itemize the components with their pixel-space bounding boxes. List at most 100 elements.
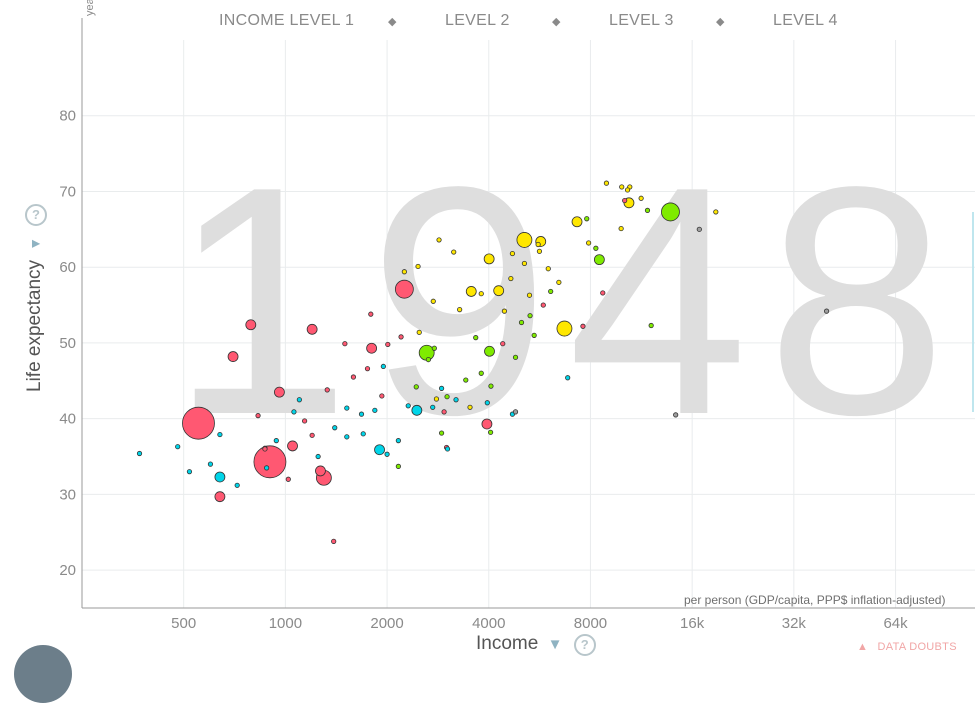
bubble[interactable] — [296, 397, 302, 403]
bubble[interactable] — [444, 446, 451, 452]
question-icon[interactable]: ? — [25, 203, 47, 226]
bubble[interactable] — [600, 290, 606, 296]
bubble[interactable] — [531, 332, 537, 338]
bubble[interactable] — [540, 302, 546, 308]
play-button[interactable] — [14, 645, 72, 703]
bubble[interactable] — [214, 491, 226, 503]
bubble[interactable] — [431, 345, 437, 351]
bubble[interactable] — [253, 445, 287, 479]
bubble[interactable] — [478, 291, 484, 297]
bubble[interactable] — [481, 418, 493, 430]
bubbles[interactable] — [136, 180, 830, 544]
question-icon[interactable]: ? — [573, 634, 596, 656]
bubble[interactable] — [512, 354, 519, 360]
bubble[interactable] — [217, 431, 223, 438]
bubble[interactable] — [584, 216, 590, 222]
bubble[interactable] — [500, 341, 506, 347]
bubble[interactable] — [548, 288, 554, 295]
bubble[interactable] — [603, 180, 610, 186]
bubble[interactable] — [415, 263, 421, 270]
bubble[interactable] — [441, 409, 447, 415]
bubble[interactable] — [395, 438, 401, 444]
bubble[interactable] — [463, 377, 469, 383]
bubble[interactable] — [493, 285, 505, 297]
bubble[interactable] — [379, 393, 385, 399]
bubble[interactable] — [580, 323, 586, 329]
bubble[interactable] — [358, 411, 365, 417]
bubble[interactable] — [488, 383, 494, 389]
bubble[interactable] — [411, 404, 423, 416]
bubble[interactable] — [273, 438, 279, 444]
bubble[interactable] — [227, 351, 239, 362]
bubble[interactable] — [350, 374, 357, 380]
y-axis-label[interactable]: Life expectancy ▼ ? — [24, 203, 47, 392]
bubble[interactable] — [536, 248, 543, 254]
bubble[interactable] — [331, 538, 337, 544]
bubble[interactable] — [436, 237, 442, 243]
bubble[interactable] — [586, 240, 592, 246]
bubble[interactable] — [214, 471, 226, 483]
bubble[interactable] — [465, 286, 477, 297]
bubble[interactable] — [648, 322, 654, 329]
bubble[interactable] — [521, 260, 528, 267]
bubble[interactable] — [374, 444, 385, 456]
bubble[interactable] — [380, 363, 386, 370]
bubble[interactable] — [713, 209, 719, 215]
bubble[interactable] — [509, 250, 516, 257]
bubble[interactable] — [360, 431, 366, 437]
bubble[interactable] — [487, 429, 494, 435]
bubble[interactable] — [508, 275, 514, 282]
bubble[interactable] — [593, 254, 605, 266]
bubble[interactable] — [207, 461, 214, 467]
bubble[interactable] — [344, 434, 350, 440]
bubble[interactable] — [324, 387, 330, 393]
bubble[interactable] — [451, 249, 457, 255]
bubble[interactable] — [618, 225, 624, 232]
bubble[interactable] — [556, 320, 573, 337]
bubble[interactable] — [394, 279, 414, 299]
bubble[interactable] — [401, 269, 407, 275]
x-axis-label-group[interactable]: Income ▼ ? — [476, 633, 596, 656]
bubble[interactable] — [516, 232, 533, 248]
bubble[interactable] — [467, 404, 473, 410]
bubble[interactable] — [273, 386, 285, 398]
bubble[interactable] — [430, 404, 436, 410]
bubble[interactable] — [478, 370, 484, 376]
bubble[interactable] — [385, 341, 391, 348]
bubble[interactable] — [673, 412, 679, 418]
bubble[interactable] — [622, 197, 628, 204]
bubble[interactable] — [384, 451, 390, 457]
bubble[interactable] — [416, 329, 422, 335]
legend-level-3[interactable]: LEVEL 3 — [609, 12, 674, 29]
bubble[interactable] — [136, 450, 143, 457]
bubble[interactable] — [556, 279, 562, 285]
bubble[interactable] — [315, 453, 321, 460]
bubble[interactable] — [518, 319, 525, 326]
bubble[interactable] — [484, 345, 495, 357]
bubble[interactable] — [344, 405, 350, 411]
bubble[interactable] — [535, 241, 541, 248]
bubble[interactable] — [473, 335, 479, 341]
bubble[interactable] — [823, 308, 830, 314]
bubble[interactable] — [438, 430, 445, 436]
bubble[interactable] — [527, 313, 533, 319]
bubble[interactable] — [368, 311, 374, 317]
bubble[interactable] — [571, 216, 583, 228]
bubble[interactable] — [398, 334, 404, 340]
triangle-down-icon[interactable]: ▼ — [27, 236, 43, 251]
bubble[interactable] — [433, 396, 440, 402]
legend-level-4[interactable]: LEVEL 4 — [773, 12, 838, 29]
legend-level-2[interactable]: LEVEL 2 — [445, 12, 510, 29]
bubble[interactable] — [234, 482, 240, 488]
bubble[interactable] — [364, 366, 371, 372]
bubble[interactable] — [262, 446, 268, 452]
bubble[interactable] — [291, 409, 297, 415]
bubble[interactable] — [512, 409, 519, 415]
bubble[interactable] — [264, 465, 270, 471]
bubble[interactable] — [545, 266, 551, 272]
bubble[interactable] — [624, 187, 631, 193]
bubble[interactable] — [372, 407, 378, 413]
bubble[interactable] — [315, 465, 326, 477]
bubble[interactable] — [182, 406, 215, 440]
bubble[interactable] — [306, 323, 318, 335]
